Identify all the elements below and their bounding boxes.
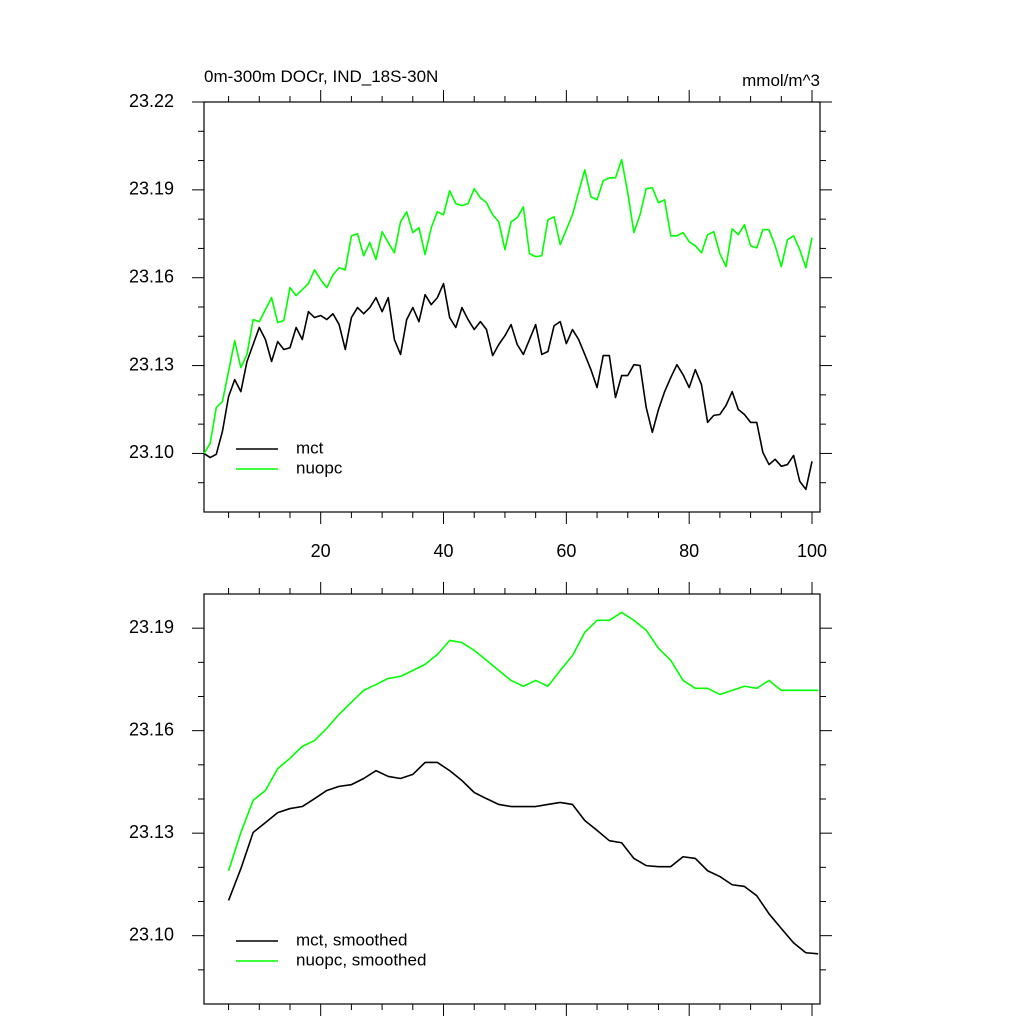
x-tick-label: 40 — [434, 541, 454, 561]
y-tick-label: 23.16 — [129, 719, 174, 739]
y-tick-label: 23.10 — [129, 442, 174, 462]
y-tick-label: 23.10 — [129, 924, 174, 944]
data-line — [203, 158, 813, 454]
y-tick-label: 23.13 — [129, 354, 174, 374]
x-tick-label: 100 — [797, 541, 827, 561]
chart-title: 0m-300m DOCr, IND_18S-30N — [204, 67, 438, 86]
y-tick-label: 23.19 — [129, 617, 174, 637]
data-line — [227, 761, 819, 955]
legend-label: nuopc, smoothed — [296, 950, 426, 969]
x-tick-label: 80 — [679, 541, 699, 561]
y-tick-label: 23.19 — [129, 179, 174, 199]
legend-label: mct, smoothed — [296, 930, 408, 949]
x-tick-label: 60 — [556, 541, 576, 561]
y-tick-label: 23.16 — [129, 266, 174, 286]
x-tick-label: 20 — [311, 541, 331, 561]
data-line — [203, 282, 813, 491]
legend-label: mct — [296, 438, 324, 457]
legend-label: nuopc — [296, 458, 343, 477]
data-line — [227, 611, 819, 871]
y-tick-label: 23.22 — [129, 91, 174, 111]
y-tick-label: 23.13 — [129, 822, 174, 842]
units-label: mmol/m^3 — [742, 71, 820, 90]
